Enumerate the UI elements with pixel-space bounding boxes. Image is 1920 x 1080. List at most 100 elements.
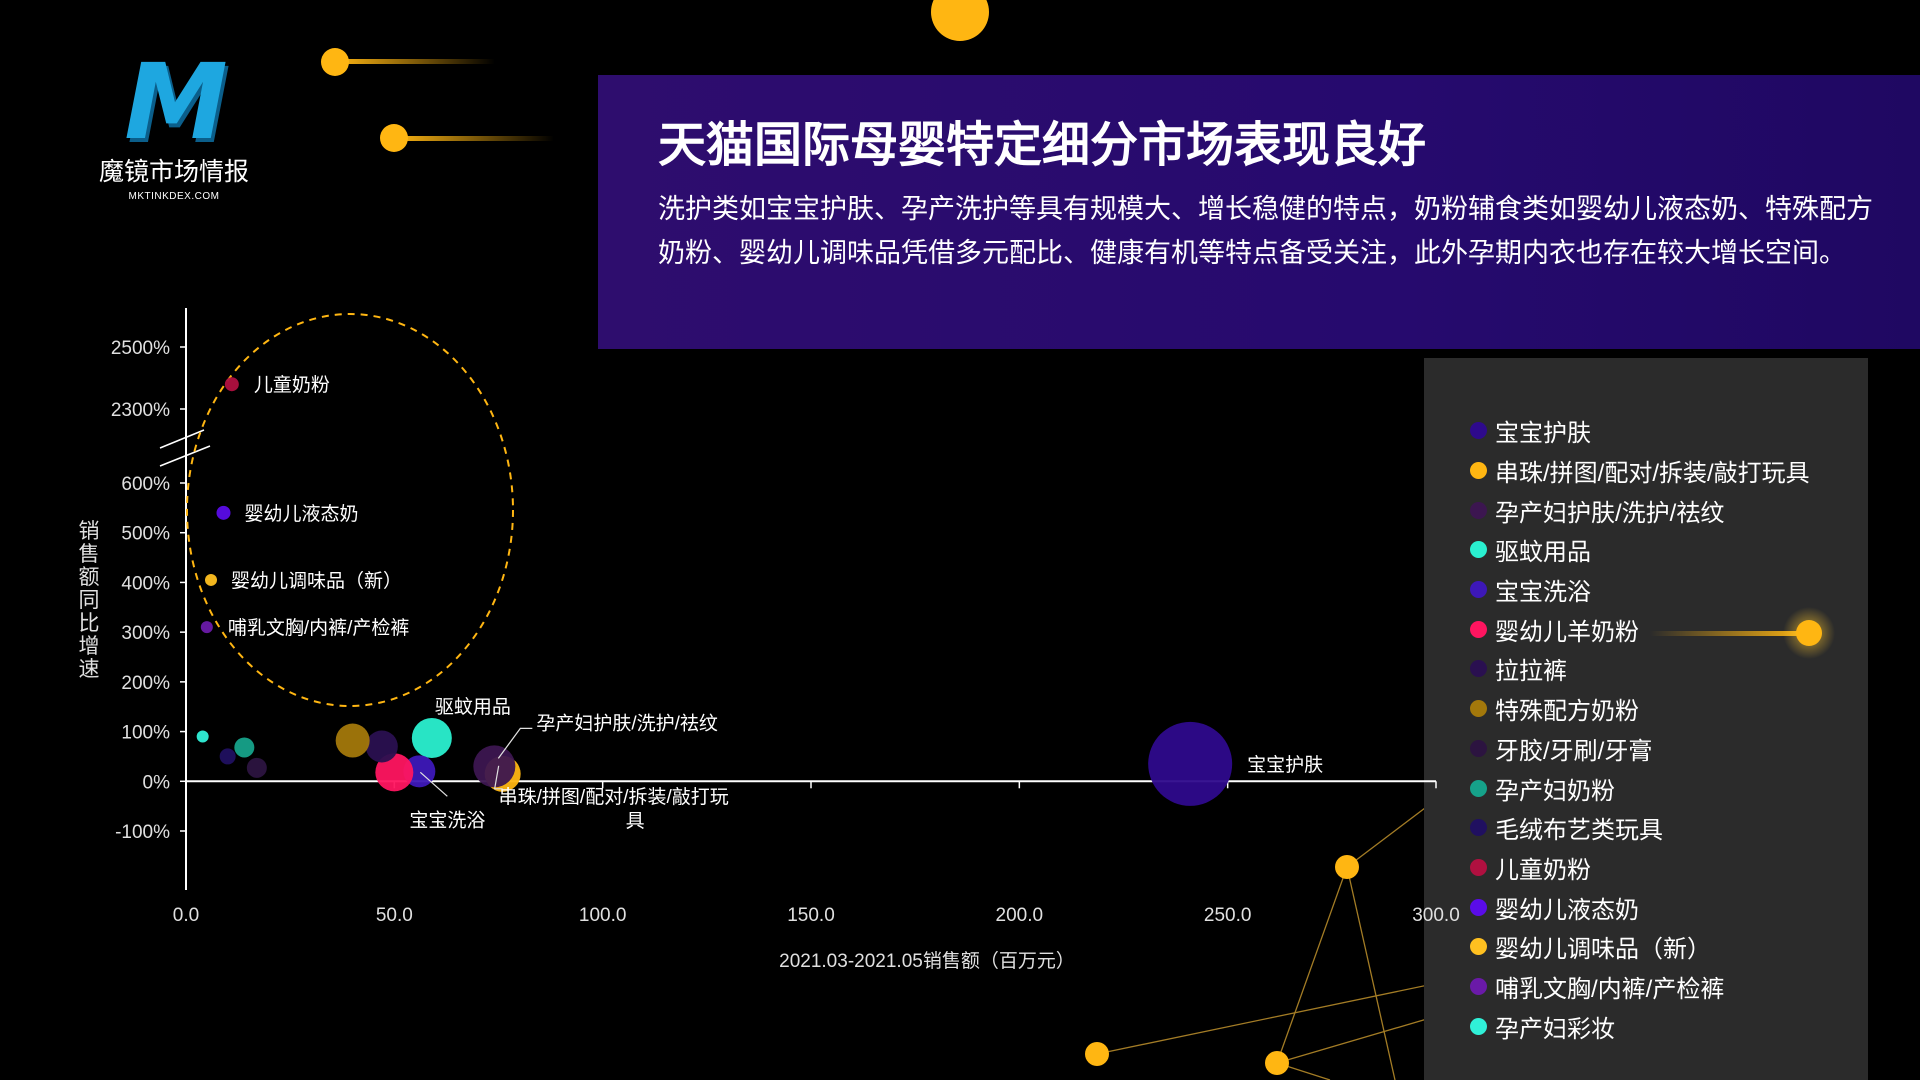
- legend-swatch: [1470, 898, 1487, 916]
- legend-label: 孕产妇彩妆: [1495, 1015, 1615, 1043]
- y-tick-label: -100%: [115, 822, 170, 843]
- axis-break-mark: [159, 429, 205, 449]
- brand-logo: M 魔镜市场情报 MKTINKDEX.COM: [86, 41, 262, 202]
- legend-swatch: [1470, 779, 1487, 797]
- x-axis-label: 2021.03-2021.05销售额（百万元）: [779, 950, 1075, 972]
- data-label: 驱蚊用品: [435, 696, 511, 718]
- x-tick-label: 150.0: [787, 905, 835, 926]
- legend-label: 串珠/拼图/配对/拆装/敲打玩具: [1495, 460, 1810, 488]
- legend-swatch: [1470, 620, 1487, 638]
- legend-swatch: [1470, 422, 1487, 440]
- legend-swatch: [1470, 700, 1487, 718]
- legend-label: 婴幼儿羊奶粉: [1495, 618, 1639, 646]
- header-banner: 天猫国际母婴特定细分市场表现良好 洗护类如宝宝护肤、孕产洗护等具有规模大、增长稳…: [598, 75, 1920, 349]
- x-tick-label: 300.0: [1412, 905, 1460, 926]
- bubble-婴幼儿液态奶: [216, 505, 231, 520]
- y-tick-label: 2300%: [111, 400, 170, 421]
- highlight-ellipse: [186, 313, 514, 707]
- legend-swatch: [1470, 581, 1487, 599]
- legend-item: 驱蚊用品: [1470, 530, 1810, 570]
- data-label: 孕产妇护肤/洗护/祛纹: [536, 712, 718, 734]
- x-tick-label: 200.0: [996, 905, 1044, 926]
- legend-swatch: [1470, 462, 1487, 480]
- bubble-婴幼儿羊奶粉: [375, 753, 414, 792]
- bubble-哺乳文胸/内裤/产检裤: [200, 621, 213, 634]
- bubble-毛绒布艺类玩具: [219, 748, 236, 765]
- chart-legend: 宝宝护肤串珠/拼图/配对/拆装/敲打玩具 孕产妇护肤/洗护/祛纹 驱蚊用品宝宝洗浴婴…: [1424, 358, 1868, 1080]
- page-title: 天猫国际母婴特定细分市场表现良好: [658, 119, 1427, 172]
- x-tick-label: 0.0: [173, 905, 199, 926]
- data-label: 串珠/拼图/配对/拆装/敲打玩具: [499, 786, 729, 832]
- legend-label: 宝宝洗浴: [1495, 579, 1591, 607]
- legend-swatch: [1470, 938, 1487, 956]
- legend-item: 孕产妇护肤/洗护/祛纹: [1470, 490, 1810, 530]
- bubble-婴幼儿调味品（新）: [205, 573, 217, 586]
- page-description: 洗护类如宝宝护肤、孕产洗护等具有规模大、增长稳健的特点，奶粉辅食类如婴幼儿液态奶…: [658, 194, 1873, 268]
- legend-item: 宝宝护肤: [1470, 411, 1810, 451]
- chart-axes: 0.0 50.0 100.0 150.0 200.0 250.0 300.0 -100% 0% 1…: [111, 308, 1460, 926]
- chart-bubbles: [196, 377, 1233, 806]
- legend-item: 哺乳文胸/内裤/产检裤: [1470, 967, 1810, 1007]
- legend-item: 特殊配方奶粉: [1470, 689, 1810, 729]
- legend-swatch: [1470, 501, 1487, 519]
- legend-item: 婴幼儿液态奶: [1470, 887, 1810, 927]
- label-leader: [419, 771, 448, 797]
- legend-swatch: [1470, 739, 1487, 757]
- y-axis-label: 销售额同比增速: [79, 520, 100, 681]
- legend-label: 拉拉裤: [1495, 658, 1567, 686]
- bubble-宝宝护肤: [1148, 721, 1233, 806]
- y-tick-label: 600%: [121, 474, 170, 495]
- legend-label: 哺乳文胸/内裤/产检裤: [1495, 975, 1725, 1003]
- y-tick-label: 200%: [121, 673, 170, 694]
- legend-item: 毛绒布艺类玩具: [1470, 808, 1810, 848]
- legend-swatch: [1470, 858, 1487, 876]
- legend-label: 婴幼儿液态奶: [1495, 896, 1639, 924]
- y-tick-label: 0%: [143, 772, 171, 793]
- label-leader: [497, 727, 533, 759]
- legend-item: 婴幼儿羊奶粉: [1470, 609, 1810, 649]
- legend-item: 儿童奶粉: [1470, 848, 1810, 888]
- legend-swatch: [1470, 977, 1487, 995]
- y-tick-label: 2500%: [111, 338, 170, 359]
- legend-item: 牙胶/牙刷/牙膏: [1470, 729, 1810, 769]
- legend-item: 孕产妇彩妆: [1470, 1006, 1810, 1046]
- bubble-孕产妇奶粉: [234, 737, 255, 758]
- x-tick-label: 250.0: [1204, 905, 1252, 926]
- bubble-牙胶/牙刷/牙膏: [246, 757, 267, 778]
- legend-label: 驱蚊用品: [1495, 539, 1591, 567]
- y-tick-label: 100%: [121, 723, 170, 744]
- data-label: 哺乳文胸/内裤/产检裤: [228, 617, 410, 639]
- axis-break-mark: [159, 445, 211, 467]
- bubble-特殊配方奶粉: [335, 723, 370, 758]
- legend-swatch: [1470, 819, 1487, 837]
- deco-comet-1: [321, 48, 349, 76]
- legend-item: 婴幼儿调味品（新）: [1470, 927, 1810, 967]
- x-tick-label: 50.0: [376, 905, 413, 926]
- legend-label: 毛绒布艺类玩具: [1495, 817, 1663, 845]
- legend-label: 牙胶/牙刷/牙膏: [1495, 737, 1653, 765]
- legend-label: 特殊配方奶粉: [1495, 698, 1639, 726]
- data-label: 儿童奶粉: [254, 374, 330, 396]
- bubble-孕产妇护肤/洗护/祛纹: [473, 745, 516, 788]
- label-leader: [493, 765, 503, 790]
- data-label: 婴幼儿调味品（新）: [231, 570, 402, 592]
- bubble-驱蚊用品: [411, 718, 452, 759]
- legend-swatch: [1470, 1017, 1487, 1035]
- data-label: 宝宝洗浴: [409, 809, 485, 831]
- legend-label: 婴幼儿调味品（新）: [1495, 936, 1711, 964]
- bubble-孕产妇彩妆: [196, 730, 209, 743]
- legend-label: 孕产妇奶粉: [1495, 777, 1615, 805]
- y-tick-label: 500%: [121, 524, 170, 545]
- logo-url: MKTINKDEX.COM: [128, 191, 220, 202]
- data-label: 婴幼儿液态奶: [245, 503, 359, 525]
- bubble-拉拉裤: [365, 730, 398, 763]
- legend-label: 孕产妇护肤/洗护/祛纹: [1495, 499, 1725, 527]
- legend-item: 拉拉裤: [1470, 649, 1810, 689]
- logo-mark: M: [124, 41, 228, 163]
- legend-label: 宝宝护肤: [1495, 420, 1591, 448]
- x-tick-label: 100.0: [579, 905, 627, 926]
- deco-comet-2: [380, 124, 408, 152]
- deco-sun: [931, 0, 989, 41]
